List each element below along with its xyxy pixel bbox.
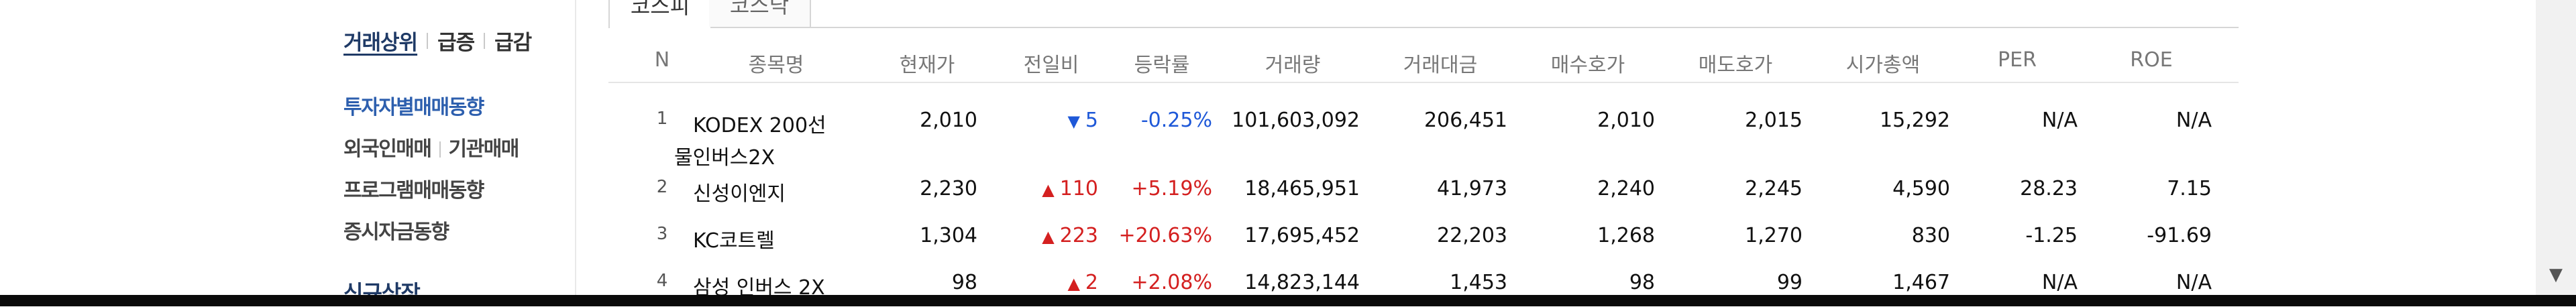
change-value: 223 bbox=[1059, 224, 1098, 247]
page-margin bbox=[0, 0, 310, 295]
volume: 101,603,092 bbox=[1232, 109, 1360, 132]
sidebar-item-foreign[interactable]: 외국인매매 bbox=[343, 137, 432, 161]
ask: 99 bbox=[1776, 271, 1803, 294]
roe: N/A bbox=[2176, 109, 2212, 132]
change-value: 5 bbox=[1085, 109, 1098, 132]
per: -1.25 bbox=[2025, 224, 2078, 247]
column-header-ask: 매도호가 bbox=[1698, 54, 1773, 77]
rate: +5.19% bbox=[1131, 177, 1212, 200]
sidebar-item-program[interactable]: 프로그램매매동향 bbox=[343, 179, 484, 202]
column-header-per: PER bbox=[1998, 48, 2037, 72]
sidebar-item-deposit[interactable]: 증시자금동향 bbox=[343, 221, 449, 244]
divider bbox=[484, 32, 486, 49]
volume: 18,465,951 bbox=[1244, 177, 1360, 200]
roe: 7.15 bbox=[2167, 177, 2212, 200]
bid: 2,010 bbox=[1597, 109, 1655, 132]
bid: 2,240 bbox=[1597, 177, 1655, 200]
price: 1,304 bbox=[920, 224, 977, 247]
column-header-rate: 등락률 bbox=[1134, 54, 1190, 77]
row-rank: 4 bbox=[656, 271, 668, 291]
column-header-volume: 거래량 bbox=[1265, 54, 1321, 77]
tab-kosdaq[interactable]: 코스닥 bbox=[709, 0, 811, 27]
ask: 2,245 bbox=[1745, 177, 1803, 200]
roe: N/A bbox=[2176, 271, 2212, 294]
stock-name: KODEX 200선 bbox=[693, 114, 826, 137]
sidebar-tab-plunge[interactable]: 급감 bbox=[494, 31, 532, 55]
arrow-up-icon: ▲ bbox=[1067, 274, 1080, 293]
market-cap: 830 bbox=[1911, 224, 1950, 247]
arrow-down-icon: ▼ bbox=[1067, 112, 1080, 131]
tab-kospi[interactable]: 코스피 bbox=[608, 0, 712, 28]
column-header-amount: 거래대금 bbox=[1403, 54, 1478, 77]
rate: +2.08% bbox=[1131, 271, 1212, 294]
amount: 206,451 bbox=[1424, 109, 1507, 132]
sidebar-tab-top-volume[interactable]: 거래상위 bbox=[343, 31, 418, 55]
volume: 17,695,452 bbox=[1244, 224, 1360, 247]
sidebar-tab-surge[interactable]: 급증 bbox=[437, 31, 475, 55]
volume: 14,823,144 bbox=[1244, 271, 1360, 294]
header-divider bbox=[608, 82, 2239, 83]
rate: +20.63% bbox=[1118, 224, 1212, 247]
amount: 41,973 bbox=[1437, 177, 1507, 200]
column-header-market-cap: 시가총액 bbox=[1845, 54, 1921, 77]
price: 2,230 bbox=[920, 177, 977, 200]
change: ▼ 5 bbox=[1004, 109, 1098, 132]
sidebar-item-institution[interactable]: 기관매매 bbox=[448, 137, 520, 161]
column-header-price: 현재가 bbox=[899, 54, 955, 77]
roe: -91.69 bbox=[2147, 224, 2212, 247]
column-header-rank: N bbox=[654, 48, 670, 72]
arrow-up-icon: ▲ bbox=[1042, 180, 1055, 199]
market-tabbar: 코스피 코스닥 bbox=[608, 0, 2239, 28]
ask: 2,015 bbox=[1745, 109, 1803, 132]
stock-name-link[interactable]: KC코트렐 bbox=[693, 229, 775, 253]
sidebar-item-foreign-institution: 외국인매매 기관매매 bbox=[343, 129, 519, 170]
column-header-roe: ROE bbox=[2130, 48, 2173, 72]
market-cap: 1,467 bbox=[1892, 271, 1950, 294]
bid: 98 bbox=[1629, 271, 1655, 294]
market-cap: 15,292 bbox=[1880, 109, 1950, 132]
divider bbox=[427, 32, 429, 49]
stock-name-link[interactable]: 신성이엔지 bbox=[693, 182, 786, 206]
change: ▲ 110 bbox=[1004, 177, 1098, 200]
market-cap: 4,590 bbox=[1892, 177, 1950, 200]
stock-name-wrap: 물인버스2X bbox=[674, 146, 775, 170]
bid: 1,268 bbox=[1597, 224, 1655, 247]
price: 98 bbox=[951, 271, 977, 294]
rate: -0.25% bbox=[1140, 109, 1212, 132]
sidebar-item-investor[interactable]: 투자자별매매동향 bbox=[343, 96, 484, 119]
stock-name-link[interactable]: KODEX 200선 물인버스2X bbox=[674, 109, 862, 170]
main-content: 코스피 코스닥 N 종목명 현재가 전일비 등락률 거래량 거래대금 매수호가 … bbox=[575, 0, 2239, 300]
sidebar-menu: 투자자별매매동향 외국인매매 기관매매 프로그램매매동향 증시자금동향 bbox=[343, 87, 519, 253]
per: 28.23 bbox=[2020, 177, 2078, 200]
change: ▲ 2 bbox=[1004, 271, 1098, 294]
ask: 1,270 bbox=[1745, 224, 1803, 247]
column-header-bid: 매수호가 bbox=[1550, 54, 1625, 77]
divider bbox=[439, 141, 441, 158]
sidebar-tabs: 거래상위 급증 급감 bbox=[343, 25, 532, 56]
scrollbar[interactable] bbox=[2536, 0, 2576, 295]
row-rank: 3 bbox=[656, 224, 668, 244]
screen-bottom-bar bbox=[0, 295, 2576, 306]
change-value: 110 bbox=[1059, 177, 1098, 200]
change: ▲ 223 bbox=[1004, 224, 1098, 247]
per: N/A bbox=[2041, 271, 2078, 294]
per: N/A bbox=[2041, 109, 2078, 132]
amount: 22,203 bbox=[1437, 224, 1507, 247]
sidebar: 거래상위 급증 급감 투자자별매매동향 외국인매매 기관매매 프로그램매매동향 … bbox=[310, 0, 576, 306]
row-rank: 1 bbox=[656, 109, 668, 129]
table-header: N 종목명 현재가 전일비 등락률 거래량 거래대금 매수호가 매도호가 시가총… bbox=[575, 48, 2239, 80]
change-value: 2 bbox=[1085, 271, 1098, 294]
column-header-change: 전일비 bbox=[1023, 54, 1079, 77]
column-header-name: 종목명 bbox=[748, 54, 804, 77]
chevron-down-icon[interactable]: ▼ bbox=[2549, 265, 2563, 285]
arrow-up-icon: ▲ bbox=[1042, 227, 1055, 246]
amount: 1,453 bbox=[1450, 271, 1507, 294]
row-rank: 2 bbox=[656, 177, 668, 197]
price: 2,010 bbox=[920, 109, 977, 132]
